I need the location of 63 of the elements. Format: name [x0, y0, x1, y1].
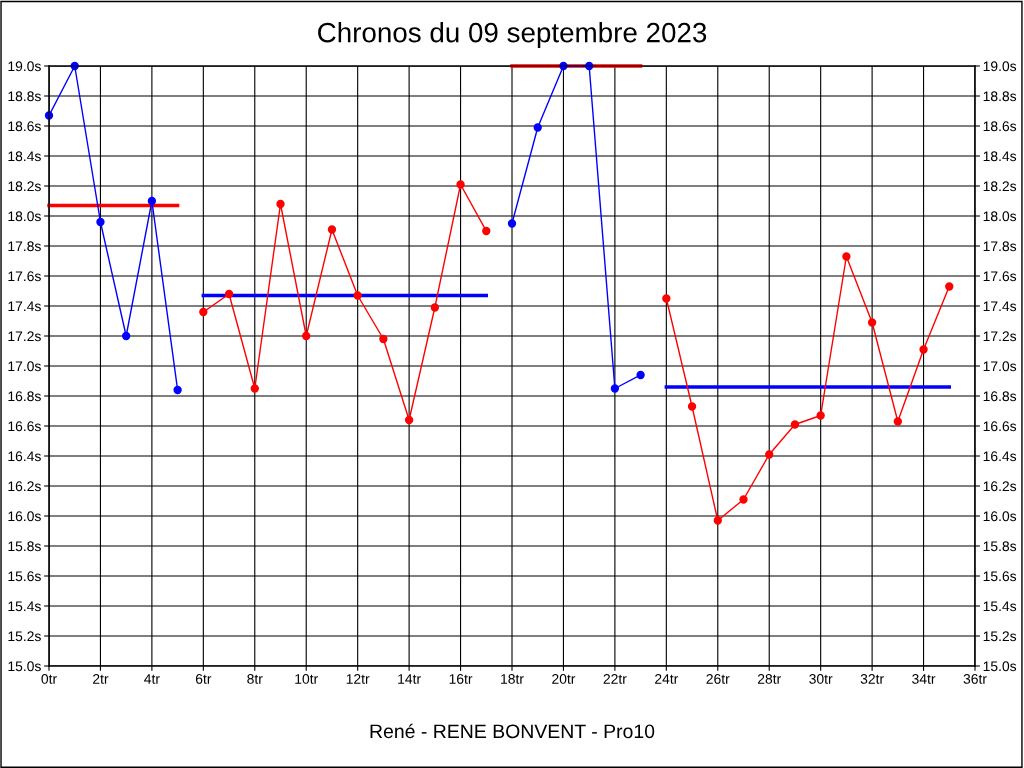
y2-tick-label: 15.4s: [983, 601, 1017, 612]
x-tick-label: 22tr: [603, 674, 627, 684]
chart-title: Chronos du 09 septembre 2023: [318, 22, 707, 48]
y-tick-label: 15.0s: [8, 661, 41, 672]
y2-tick-label: 19.0s: [983, 61, 1017, 72]
x-tick-label: 6tr: [195, 674, 212, 684]
y2-tick-label: 16.2s: [983, 481, 1017, 492]
x-tick-label: 8tr: [247, 674, 263, 684]
y-tick-label: 18.2s: [8, 181, 41, 192]
x-tick-label: 4tr: [144, 674, 160, 684]
y2-tick-label: 17.4s: [983, 301, 1017, 312]
y-tick-label: 16.8s: [8, 391, 41, 402]
y-tick-label: 19.0s: [8, 61, 41, 72]
y2-tick-label: 15.0s: [983, 661, 1017, 672]
y-tick-label: 17.4s: [8, 301, 41, 312]
y-tick-label: 16.4s: [8, 451, 41, 462]
y2-tick-label: 18.4s: [983, 151, 1017, 162]
y-tick-label: 16.0s: [8, 511, 41, 522]
y2-tick-label: 17.2s: [983, 331, 1017, 342]
x-tick-label: 2tr: [93, 674, 109, 684]
y2-tick-label: 17.8s: [983, 241, 1017, 252]
x-tick-label: 28tr: [757, 674, 781, 684]
y-tick-label: 15.8s: [8, 541, 41, 552]
y2-tick-label: 18.2s: [983, 181, 1017, 192]
y2-tick-label: 16.8s: [983, 391, 1017, 402]
y2-tick-label: 17.6s: [983, 271, 1017, 282]
y-tick-label: 18.8s: [8, 91, 41, 102]
x-tick-label: 30tr: [809, 674, 833, 684]
y2-tick-label: 16.4s: [983, 451, 1017, 462]
y-tick-label: 17.6s: [8, 271, 41, 282]
y-tick-label: 18.6s: [8, 121, 41, 132]
x-tick-label: 0tr: [41, 674, 57, 684]
text: René - RENE BONVENT - Pro10: [370, 723, 655, 739]
x-tick-label: 34tr: [912, 674, 936, 684]
x-tick-label: 20tr: [552, 674, 576, 684]
x-tick-label: 16tr: [449, 674, 473, 684]
x-tick-label: 24tr: [655, 674, 679, 684]
y2-tick-label: 18.6s: [983, 121, 1017, 132]
y-tick-label: 18.4s: [8, 151, 41, 162]
y-tick-label: 15.6s: [8, 571, 41, 582]
y-tick-label: 16.2s: [8, 481, 41, 492]
y2-tick-label: 18.0s: [983, 211, 1017, 222]
y-tick-label: 16.6s: [8, 421, 41, 432]
y2-tick-label: 18.8s: [983, 91, 1017, 102]
y2-tick-label: 16.0s: [983, 511, 1017, 522]
x-tick-label: 12tr: [346, 674, 370, 684]
x-tick-label: 14tr: [398, 674, 421, 684]
y-tick-label: 15.2s: [8, 631, 41, 642]
x-tick-label: 32tr: [860, 674, 884, 684]
y-tick-label: 17.8s: [8, 241, 41, 252]
y2-tick-label: 15.8s: [983, 541, 1017, 552]
y-tick-label: 18.0s: [8, 211, 41, 222]
y-tick-label: 17.2s: [8, 331, 41, 342]
y2-tick-label: 16.6s: [983, 421, 1017, 432]
y2-tick-label: 15.2s: [983, 631, 1017, 642]
x-tick-label: 26tr: [706, 674, 730, 684]
y2-tick-label: 15.6s: [983, 571, 1017, 582]
x-tick-label: 18tr: [501, 674, 524, 684]
x-tick-label: 10tr: [295, 674, 318, 684]
y2-tick-label: 17.0s: [983, 361, 1017, 372]
y-tick-label: 15.4s: [8, 601, 41, 612]
y-tick-label: 17.0s: [8, 361, 41, 372]
x-tick-label: 36tr: [963, 674, 987, 684]
